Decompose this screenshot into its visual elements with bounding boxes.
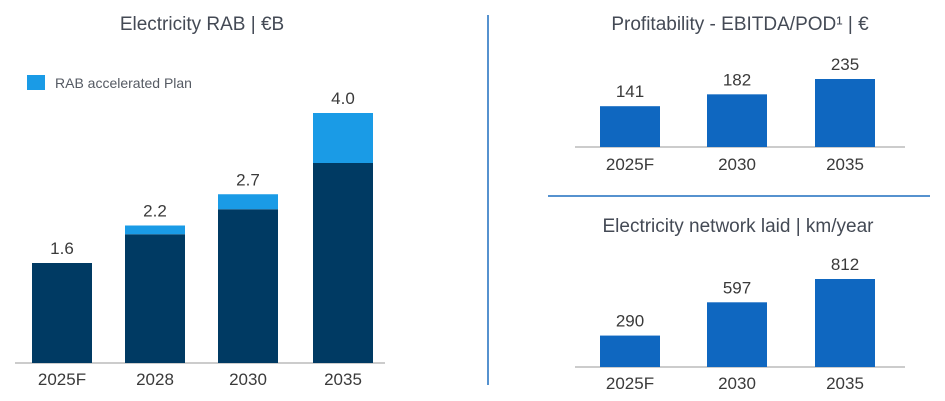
ebitda-bar-2030	[707, 94, 767, 147]
network-bar-2035	[815, 279, 875, 367]
ebitda-tick-label: 2025F	[606, 155, 654, 174]
network-chart-title: Electricity network laid | km/year	[602, 216, 874, 237]
rab-legend-label: RAB accelerated Plan	[55, 75, 192, 91]
rab-tick-label: 2025F	[38, 370, 86, 389]
network-bar-2030	[707, 302, 767, 367]
rab-value-label: 1.6	[50, 239, 74, 258]
ebitda-value-label: 182	[723, 70, 751, 89]
rab-value-label: 4.0	[331, 89, 355, 108]
ebitda-value-label: 235	[831, 55, 859, 74]
rab-chart-title: Electricity RAB | €B	[120, 14, 284, 35]
network-bars: 290 2025F 597 2030 812 2035	[600, 255, 875, 393]
rab-bar-accelerated-2028	[125, 225, 185, 235]
ebitda-bar-2025F	[600, 106, 660, 147]
rab-bar-accelerated-2030	[218, 194, 278, 210]
rab-value-label: 2.2	[143, 202, 167, 221]
network-tick-label: 2025F	[606, 374, 654, 393]
ebitda-tick-label: 2030	[718, 155, 756, 174]
rab-chart: Electricity RAB | €B RAB accelerated Pla…	[15, 14, 385, 389]
rab-bar-base-2035	[313, 163, 373, 363]
ebitda-value-label: 141	[616, 82, 644, 101]
rab-tick-label: 2035	[324, 370, 362, 389]
rab-bar-base-2025F	[32, 263, 92, 363]
rab-bar-accelerated-2035	[313, 113, 373, 163]
rab-legend-swatch	[27, 75, 45, 90]
rab-tick-label: 2030	[229, 370, 267, 389]
ebitda-chart-title: Profitability - EBITDA/POD¹ | €	[611, 14, 869, 35]
rab-bars: 1.6 2025F 2.2 2028 2.7 2030 4.0 2035	[32, 89, 373, 389]
rab-value-label: 2.7	[236, 170, 260, 189]
rab-bar-base-2028	[125, 234, 185, 363]
network-tick-label: 2030	[718, 374, 756, 393]
ebitda-bar-2035	[815, 79, 875, 147]
rab-tick-label: 2028	[136, 370, 174, 389]
rab-bar-base-2030	[218, 209, 278, 363]
ebitda-bars: 141 2025F 182 2030 235 2035	[600, 55, 875, 174]
network-value-label: 812	[831, 255, 859, 274]
ebitda-tick-label: 2035	[826, 155, 864, 174]
network-value-label: 597	[723, 278, 751, 297]
ebitda-chart: Profitability - EBITDA/POD¹ | € 141 2025F…	[575, 14, 905, 174]
network-tick-label: 2035	[826, 374, 864, 393]
network-chart: Electricity network laid | km/year 290 20…	[575, 216, 905, 393]
network-bar-2025F	[600, 335, 660, 367]
network-value-label: 290	[616, 312, 644, 331]
